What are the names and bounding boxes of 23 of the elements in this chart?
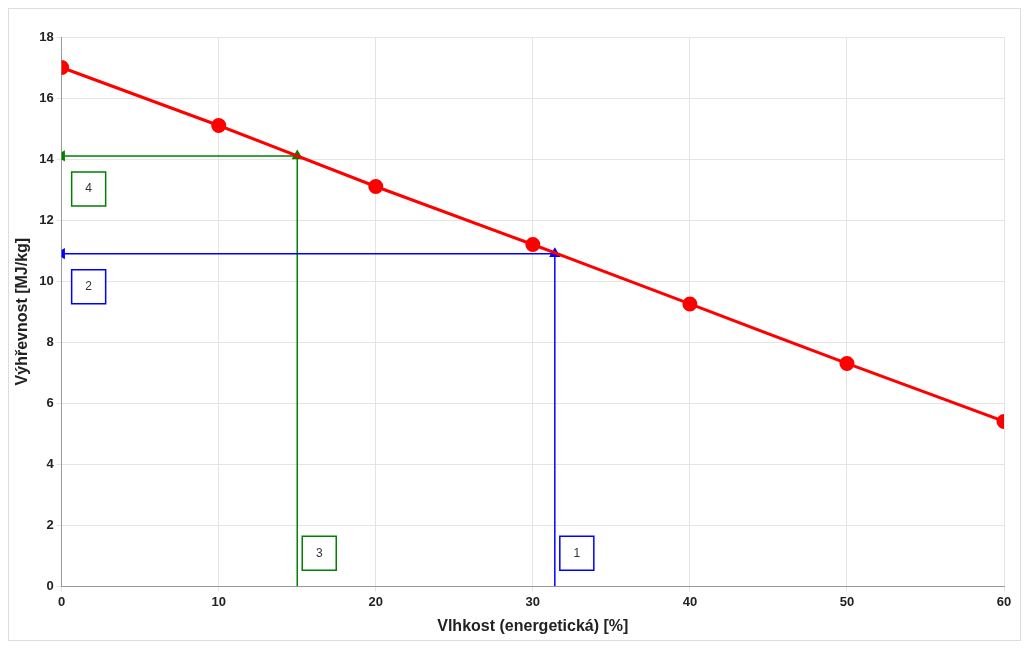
y-tick-label: 18 bbox=[39, 28, 54, 44]
y-tick-label: 6 bbox=[46, 394, 54, 410]
x-tick-label: 60 bbox=[996, 593, 1012, 609]
y-tick-label: 12 bbox=[39, 211, 54, 227]
text: 4 bbox=[85, 181, 93, 196]
series-label: 3 bbox=[315, 545, 323, 560]
y-tick-label: 0 bbox=[46, 577, 54, 593]
series-label: 1 bbox=[573, 545, 581, 560]
x-tick-label: 0 bbox=[58, 593, 66, 609]
x-tick-label: 50 bbox=[839, 593, 855, 609]
x-tick-label: 40 bbox=[682, 593, 698, 609]
y-axis-title: Výhřevnost [MJ/kg] bbox=[13, 237, 31, 386]
y-tick-label: 10 bbox=[39, 272, 54, 288]
x-axis-title: Vlhkost (energetická) [%] bbox=[437, 616, 629, 634]
x-tick-label: 10 bbox=[211, 593, 226, 609]
x-tick-label: 30 bbox=[525, 593, 541, 609]
y-tick-label: 16 bbox=[39, 89, 54, 105]
y-tick-label: 2 bbox=[46, 516, 54, 532]
y-tick-label: 14 bbox=[39, 150, 55, 166]
text: 2 bbox=[85, 278, 93, 293]
x-tick-label: 20 bbox=[368, 593, 384, 609]
y-tick-label: 8 bbox=[46, 333, 54, 349]
y-tick-label: 4 bbox=[46, 455, 55, 471]
